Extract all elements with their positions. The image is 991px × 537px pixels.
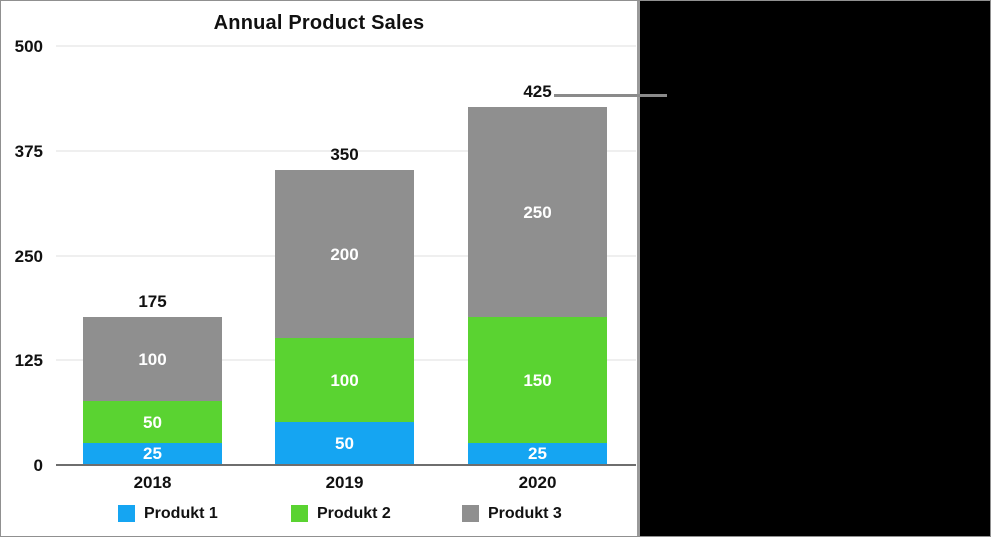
legend-swatch-icon bbox=[462, 505, 479, 522]
y-tick-label-125: 125 bbox=[14, 351, 43, 370]
bar-segment-2020-Produkt 2: 150 bbox=[468, 317, 607, 443]
bar-value-label: 150 bbox=[523, 370, 552, 390]
bar-segment-2018-Produkt 3: 100 bbox=[83, 317, 222, 401]
x-axis-label-2019: 2019 bbox=[325, 473, 364, 492]
chart-title: Annual Product Sales bbox=[213, 12, 425, 34]
total-label-2020: 425 bbox=[523, 82, 552, 101]
callout-line bbox=[554, 94, 667, 97]
gridline-375 bbox=[56, 150, 636, 152]
bar-segment-2020-Produkt 3: 250 bbox=[468, 107, 607, 317]
y-tick-label-375: 375 bbox=[14, 142, 43, 161]
y-tick-label-250: 250 bbox=[14, 247, 43, 266]
bar-value-label: 200 bbox=[330, 244, 359, 264]
legend-item-Produkt 1: Produkt 1 bbox=[118, 505, 218, 522]
bar-value-label: 50 bbox=[143, 412, 162, 432]
bar-value-label: 25 bbox=[528, 444, 547, 463]
x-axis-label-2020: 2020 bbox=[518, 473, 557, 492]
total-label-2018: 175 bbox=[138, 292, 167, 311]
chart-panel: Annual Product Sales 0 125 250 375 500 25 50 1… bbox=[1, 1, 640, 536]
legend-label: Produkt 3 bbox=[488, 504, 562, 522]
bar-segment-2018-Produkt 1: 25 bbox=[83, 443, 222, 464]
bar-segment-2020-Produkt 1: 25 bbox=[468, 443, 607, 464]
legend-swatch-icon bbox=[118, 505, 135, 522]
x-axis-line bbox=[56, 464, 636, 466]
bar-value-label: 250 bbox=[523, 202, 552, 222]
y-tick-label-500: 500 bbox=[14, 37, 43, 56]
x-axis-label-2018: 2018 bbox=[133, 473, 172, 492]
legend-label: Produkt 1 bbox=[144, 504, 218, 522]
bar-value-label: 100 bbox=[138, 349, 167, 369]
bar-segment-2018-Produkt 2: 50 bbox=[83, 401, 222, 443]
legend-swatch-icon bbox=[291, 505, 308, 522]
bar-value-label: 100 bbox=[330, 370, 359, 390]
gridline-500 bbox=[56, 45, 636, 47]
bar-value-label: 25 bbox=[143, 444, 162, 463]
legend-item-Produkt 3: Produkt 3 bbox=[462, 505, 562, 522]
total-label-2019: 350 bbox=[330, 145, 359, 164]
bar-value-label: 50 bbox=[335, 433, 354, 453]
bar-segment-2019-Produkt 2: 100 bbox=[275, 338, 414, 422]
legend-item-Produkt 2: Produkt 2 bbox=[291, 505, 391, 522]
y-tick-label-0: 0 bbox=[33, 456, 43, 475]
legend-label: Produkt 2 bbox=[317, 504, 391, 522]
bar-segment-2019-Produkt 1: 50 bbox=[275, 422, 414, 464]
bar-segment-2019-Produkt 3: 200 bbox=[275, 170, 414, 338]
